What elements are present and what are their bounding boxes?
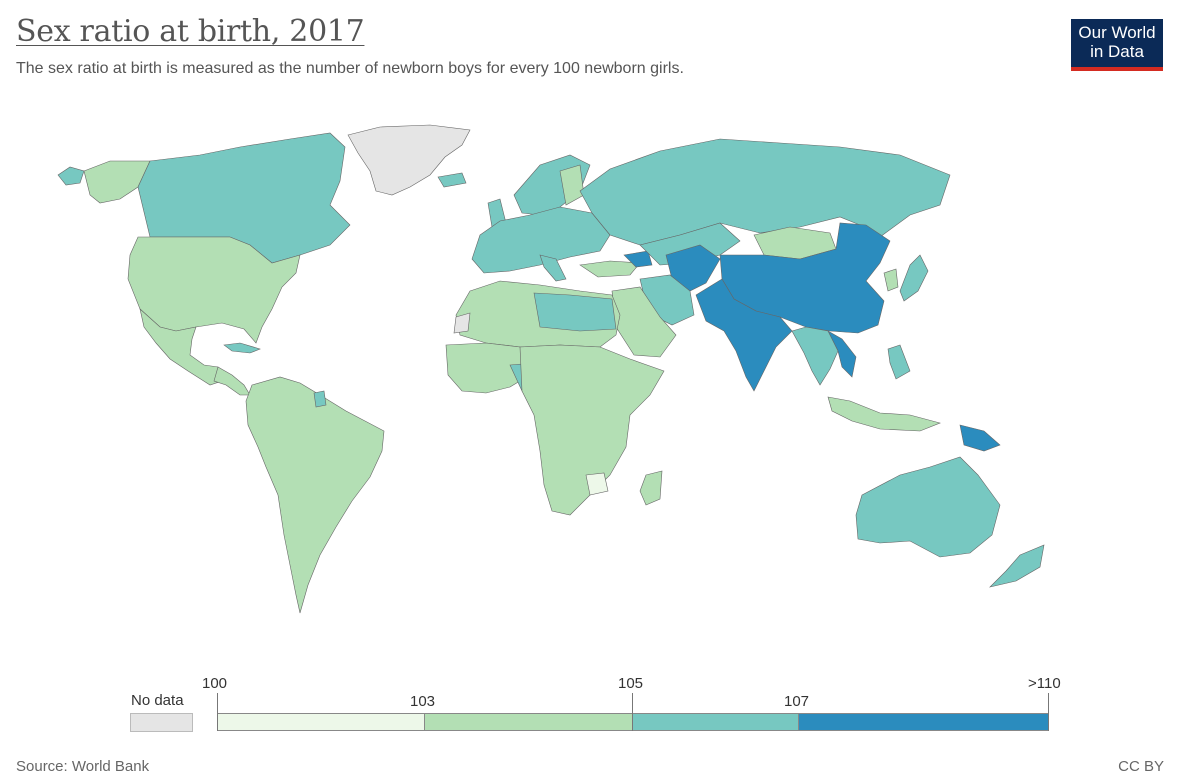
cuba[interactable] — [223, 342, 261, 354]
license-link[interactable]: CC BY — [1118, 758, 1164, 775]
western-europe[interactable] — [471, 206, 611, 274]
central-america[interactable] — [213, 366, 251, 396]
legend-tick-105 — [632, 693, 633, 731]
new-zealand[interactable] — [989, 544, 1045, 588]
source-note[interactable]: Source: World Bank — [16, 758, 150, 775]
suriname[interactable] — [313, 390, 327, 408]
egypt-libya[interactable] — [533, 292, 617, 332]
russia[interactable] — [579, 138, 951, 246]
philippines[interactable] — [887, 344, 911, 380]
iceland[interactable] — [437, 172, 467, 188]
western-sahara[interactable] — [453, 312, 471, 334]
japan[interactable] — [899, 254, 929, 302]
legend-no-data-label: No data — [131, 692, 184, 709]
legend-bin-107-110[interactable] — [798, 713, 1049, 731]
legend-tick-110 — [1048, 693, 1049, 731]
zimbabwe[interactable] — [585, 472, 609, 496]
papua-new-guinea[interactable] — [959, 424, 1001, 452]
world-map — [57, 124, 1045, 614]
south-america[interactable] — [245, 376, 385, 614]
central-east-africa[interactable] — [519, 344, 665, 516]
legend-tick-label-110: >110 — [1028, 675, 1061, 692]
italy[interactable] — [539, 254, 567, 282]
legend-bin-100-103[interactable] — [217, 713, 425, 731]
west-africa[interactable] — [445, 342, 531, 394]
legend-no-data-swatch — [130, 713, 193, 732]
owid-logo[interactable]: Our World in Data — [1071, 19, 1163, 71]
legend-tick-100 — [217, 693, 218, 731]
greenland[interactable] — [347, 124, 471, 196]
korea[interactable] — [883, 268, 899, 292]
legend-tick-label-107: 107 — [784, 693, 810, 710]
turkey[interactable] — [579, 260, 641, 278]
legend-bin-105-107[interactable] — [632, 713, 799, 731]
chart-subtitle: The sex ratio at birth is measured as th… — [16, 60, 684, 77]
indonesia[interactable] — [827, 396, 941, 432]
southeast-asia[interactable] — [791, 326, 839, 386]
alaska-mainland[interactable] — [83, 160, 151, 204]
legend-tick-label-100: 100 — [202, 675, 228, 692]
legend-bin-103-105[interactable] — [424, 713, 633, 731]
madagascar[interactable] — [639, 470, 663, 506]
logo-line-2: in Data — [1090, 42, 1144, 61]
chart-title: Sex ratio at birth, 2017 — [16, 14, 365, 49]
legend-tick-label-103: 103 — [410, 693, 436, 710]
kazakhstan[interactable] — [639, 222, 741, 266]
logo-accent-bar — [1071, 67, 1163, 71]
australia[interactable] — [855, 456, 1001, 558]
legend-tick-label-105: 105 — [618, 675, 644, 692]
caucasus[interactable] — [623, 250, 653, 268]
pakistan-india[interactable] — [695, 278, 793, 392]
logo-line-1: Our World — [1078, 23, 1156, 42]
alaska[interactable] — [57, 166, 85, 186]
saudi-arabia[interactable] — [611, 286, 677, 358]
